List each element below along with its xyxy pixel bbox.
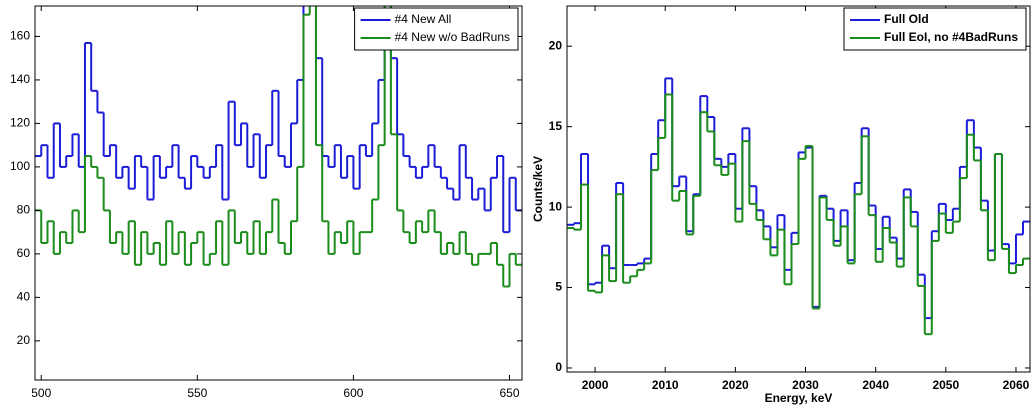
y-tick-label: 60 (17, 246, 31, 260)
x-tick-label: 2050 (932, 378, 959, 392)
series (567, 93, 1030, 336)
legend-label: #4 New w/o BadRuns (395, 30, 510, 44)
y-tick-label: 140 (10, 72, 30, 86)
series (35, 6, 522, 234)
panel: 500 550 600 650 20 40 60 80 100 120 140 160 #4 New A… (10, 5, 523, 400)
y-tick-label: 120 (10, 116, 30, 130)
y-tick-label: 20 (549, 38, 563, 52)
legend: #4 New All #4 New w/o BadRuns (354, 7, 519, 51)
y-tick-label: 100 (10, 159, 30, 173)
y-tick-label: 80 (17, 203, 31, 217)
x-tick-label: 2000 (582, 378, 609, 392)
legend-label: #4 New All (395, 12, 452, 26)
x-tick-label: 2030 (792, 378, 819, 392)
x-axis-label: Energy, keV (765, 391, 833, 405)
x-tick-label: 2040 (862, 378, 889, 392)
y-tick-label: 5 (555, 280, 562, 294)
y-tick-label: 20 (17, 333, 31, 347)
x-tick-label: 650 (499, 386, 519, 400)
legend-label: Full Old (884, 12, 929, 26)
plot-area (567, 77, 1030, 336)
x-tick-label: 2020 (722, 378, 749, 392)
x-tick-label: 550 (187, 386, 207, 400)
x-tick-label: 600 (343, 386, 363, 400)
x-tick-label: 2060 (1003, 378, 1030, 392)
legend-label: Full EoI, no #4BadRuns (884, 30, 1018, 44)
legend-box (843, 7, 1027, 51)
y-tick-label: 15 (549, 119, 563, 133)
y-tick-label: 10 (549, 199, 563, 213)
legend: Full Old Full EoI, no #4BadRuns (843, 7, 1027, 51)
plot-frame (34, 5, 523, 381)
series (35, 6, 522, 288)
x-tick-label: 2010 (652, 378, 679, 392)
plot-frame (566, 5, 1031, 373)
plot-area (35, 6, 522, 288)
x-tick-label: 500 (31, 386, 51, 400)
panel: 2000 2010 2020 2030 2040 2050 2060 0 5 10 15 20 Ener… (531, 5, 1031, 405)
y-axis-label: Counts/keV (531, 156, 545, 222)
y-tick-label: 160 (10, 29, 30, 43)
y-tick-label: 0 (555, 360, 562, 374)
legend-box (354, 7, 519, 51)
y-tick-label: 40 (17, 290, 31, 304)
